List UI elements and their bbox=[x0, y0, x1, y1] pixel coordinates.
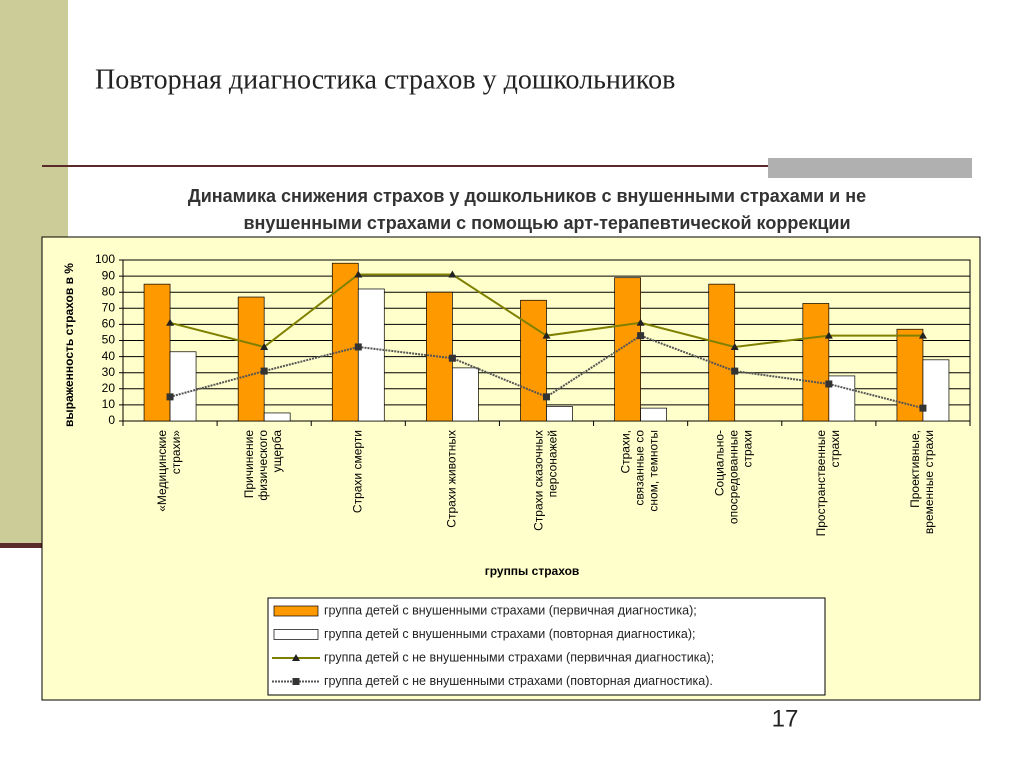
x-tick-label: «Медицинскиестрахи» bbox=[155, 430, 183, 512]
bar bbox=[143, 283, 171, 422]
page-number: 17 bbox=[772, 705, 799, 732]
y-tick-label: 100 bbox=[95, 252, 115, 266]
x-tick-label: Страхи сказочныхперсонажей bbox=[532, 430, 560, 531]
x-tick-label: Страхи животных bbox=[445, 430, 459, 528]
legend-marker bbox=[292, 654, 300, 661]
bar bbox=[546, 406, 573, 422]
legend-swatch bbox=[273, 605, 319, 617]
y-tick-label: 30 bbox=[102, 365, 116, 379]
bar bbox=[708, 283, 736, 422]
line-marker bbox=[354, 343, 362, 351]
line-marker bbox=[542, 331, 551, 339]
title-bar bbox=[768, 158, 972, 178]
y-axis-label: выраженность страхов в % bbox=[62, 263, 76, 427]
x-tick-label-line: сном, темноты bbox=[647, 430, 661, 512]
x-tick-label: Пространственныестрахи bbox=[814, 430, 842, 537]
x-tick-label: Страхи,связанные сосном, темноты bbox=[619, 430, 661, 512]
x-axis-label: группы страхов bbox=[485, 564, 580, 578]
line-marker bbox=[448, 270, 457, 278]
bar bbox=[263, 412, 291, 422]
legend-label: группа детей с не внушенными страхами (п… bbox=[324, 674, 713, 688]
x-tick-label-line: опосредованные bbox=[727, 430, 741, 524]
legend-label: группа детей с внушенными страхами (повт… bbox=[324, 627, 696, 641]
x-tick-label: Социально-опосредованныестрахи bbox=[713, 430, 755, 524]
chart-title: внушенными страхами с помощью арт-терапе… bbox=[243, 213, 850, 233]
x-tick-label-line: физического bbox=[256, 430, 270, 501]
bar bbox=[802, 303, 830, 422]
x-tick-label-line: Страхи сказочных bbox=[532, 430, 546, 531]
line-marker bbox=[919, 404, 927, 412]
line-marker bbox=[825, 380, 833, 388]
x-tick-label-line: страхи» bbox=[169, 430, 183, 475]
bar bbox=[520, 299, 547, 422]
bar bbox=[357, 288, 385, 422]
legend-label: группа детей с не внушенными страхами (п… bbox=[324, 650, 714, 664]
line-marker bbox=[824, 331, 833, 339]
bar bbox=[452, 367, 479, 422]
y-tick-label: 10 bbox=[102, 397, 116, 411]
x-tick-label-line: Пространственные bbox=[814, 430, 828, 537]
line-marker bbox=[260, 367, 268, 375]
y-tick-label: 80 bbox=[102, 284, 116, 298]
x-tick-label-line: персонажей bbox=[546, 430, 560, 497]
bar bbox=[640, 407, 667, 422]
x-tick-label-line: страхи bbox=[741, 430, 755, 468]
y-tick-label: 60 bbox=[102, 317, 116, 331]
y-tick-label: 0 bbox=[108, 413, 115, 427]
bar bbox=[331, 262, 359, 422]
x-tick-label-line: «Медицинские bbox=[155, 430, 169, 512]
line-marker bbox=[166, 318, 175, 326]
y-tick-label: 20 bbox=[102, 381, 116, 395]
slide-title: Повторная диагностика страхов у дошкольн… bbox=[95, 64, 675, 95]
x-tick-label-line: Причинение bbox=[242, 430, 256, 499]
legend-label: группа детей с внушенными страхами (перв… bbox=[324, 603, 697, 617]
x-tick-label: Страхи смерти bbox=[350, 430, 364, 513]
y-tick-label: 40 bbox=[102, 349, 116, 363]
line-marker bbox=[731, 367, 739, 375]
y-tick-label: 90 bbox=[102, 268, 116, 282]
line-marker bbox=[166, 393, 174, 401]
legend-marker bbox=[292, 678, 300, 685]
line-marker bbox=[543, 393, 550, 401]
x-tick-label-line: Страхи смерти bbox=[350, 430, 364, 513]
legend-swatch bbox=[273, 629, 319, 640]
x-tick-label: Проективные,временные страхи bbox=[908, 430, 936, 534]
x-tick-label-line: ущерба bbox=[270, 430, 284, 473]
line-marker bbox=[918, 331, 927, 339]
legend bbox=[267, 597, 826, 696]
x-tick-label-line: страхи bbox=[828, 430, 842, 468]
x-tick-label-line: Страхи животных bbox=[445, 430, 459, 528]
x-tick-label-line: связанные со bbox=[633, 430, 647, 506]
bar bbox=[922, 359, 950, 422]
x-tick-label-line: Страхи, bbox=[619, 430, 633, 474]
line-marker bbox=[354, 270, 363, 278]
line-marker bbox=[448, 354, 456, 362]
line-marker bbox=[730, 342, 739, 350]
x-tick-label-line: временные страхи bbox=[922, 430, 936, 534]
bar bbox=[828, 375, 856, 422]
chart-title: Динамика снижения страхов у дошкольников… bbox=[188, 186, 866, 206]
x-tick-label-line: Социально- bbox=[713, 430, 727, 496]
x-tick-label-line: Проективные, bbox=[908, 430, 922, 508]
bar bbox=[237, 296, 265, 422]
y-tick-label: 50 bbox=[102, 333, 116, 347]
bar bbox=[169, 351, 197, 422]
x-tick-label: Причинениефизическогоущерба bbox=[242, 430, 284, 501]
line-marker bbox=[637, 332, 645, 340]
line-marker bbox=[636, 318, 645, 326]
y-tick-label: 70 bbox=[102, 300, 116, 314]
line-marker bbox=[260, 342, 269, 350]
